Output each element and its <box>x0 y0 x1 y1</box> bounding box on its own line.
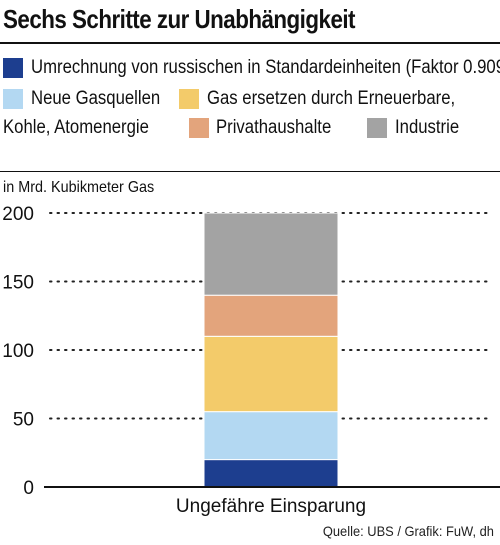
bar-segment-3 <box>203 335 339 413</box>
bar-segment-4 <box>203 294 339 337</box>
unit-label: in Mrd. Kubikmeter Gas <box>3 179 155 196</box>
chart-title: Sechs Schritte zur Unabhängigkeit <box>3 4 356 34</box>
legend-rule <box>0 171 500 172</box>
y-tick-label: 150 <box>2 273 34 294</box>
legend-label-households: Privathaushalte <box>216 117 332 138</box>
bar-segments <box>203 212 339 488</box>
legend-swatch-households <box>189 118 209 138</box>
legend-label-industry: Industrie <box>395 117 460 138</box>
y-axis-tick-labels: 0 50 100 150 200 <box>2 204 34 499</box>
legend-swatch-industry <box>367 118 387 138</box>
legend-label-replace-gas: Gas ersetzen durch Erneuerbare, <box>207 88 456 109</box>
y-tick-label: 0 <box>23 478 34 499</box>
y-tick-label: 100 <box>2 341 34 362</box>
legend: Umrechnung von russischen in Standardein… <box>0 52 500 170</box>
y-tick-label: 50 <box>13 410 34 431</box>
bar-segment-1 <box>203 459 339 488</box>
legend-label-replace-gas-cont: Kohle, Atomenergie <box>3 117 149 138</box>
legend-swatch-conversion <box>3 58 23 78</box>
title-rule <box>0 42 500 44</box>
y-tick-label: 200 <box>2 204 34 225</box>
x-axis-category-labels: Ungefähre Einsparung <box>176 496 366 517</box>
stacked-bar-chart: 0 50 100 150 200 Ungefähre Einsparung <box>2 204 500 517</box>
legend-swatch-new-sources <box>3 89 23 109</box>
legend-label-conversion: Umrechnung von russischen in Standardein… <box>31 57 500 78</box>
legend-swatch-replace-gas <box>179 89 199 109</box>
bar-segment-2 <box>203 411 339 461</box>
bar-segment-5 <box>203 212 339 296</box>
source-credit: Quelle: UBS / Grafik: FuW, dh <box>322 523 494 539</box>
legend-label-new-sources: Neue Gasquellen <box>31 88 161 109</box>
x-category-label: Ungefähre Einsparung <box>176 496 366 517</box>
